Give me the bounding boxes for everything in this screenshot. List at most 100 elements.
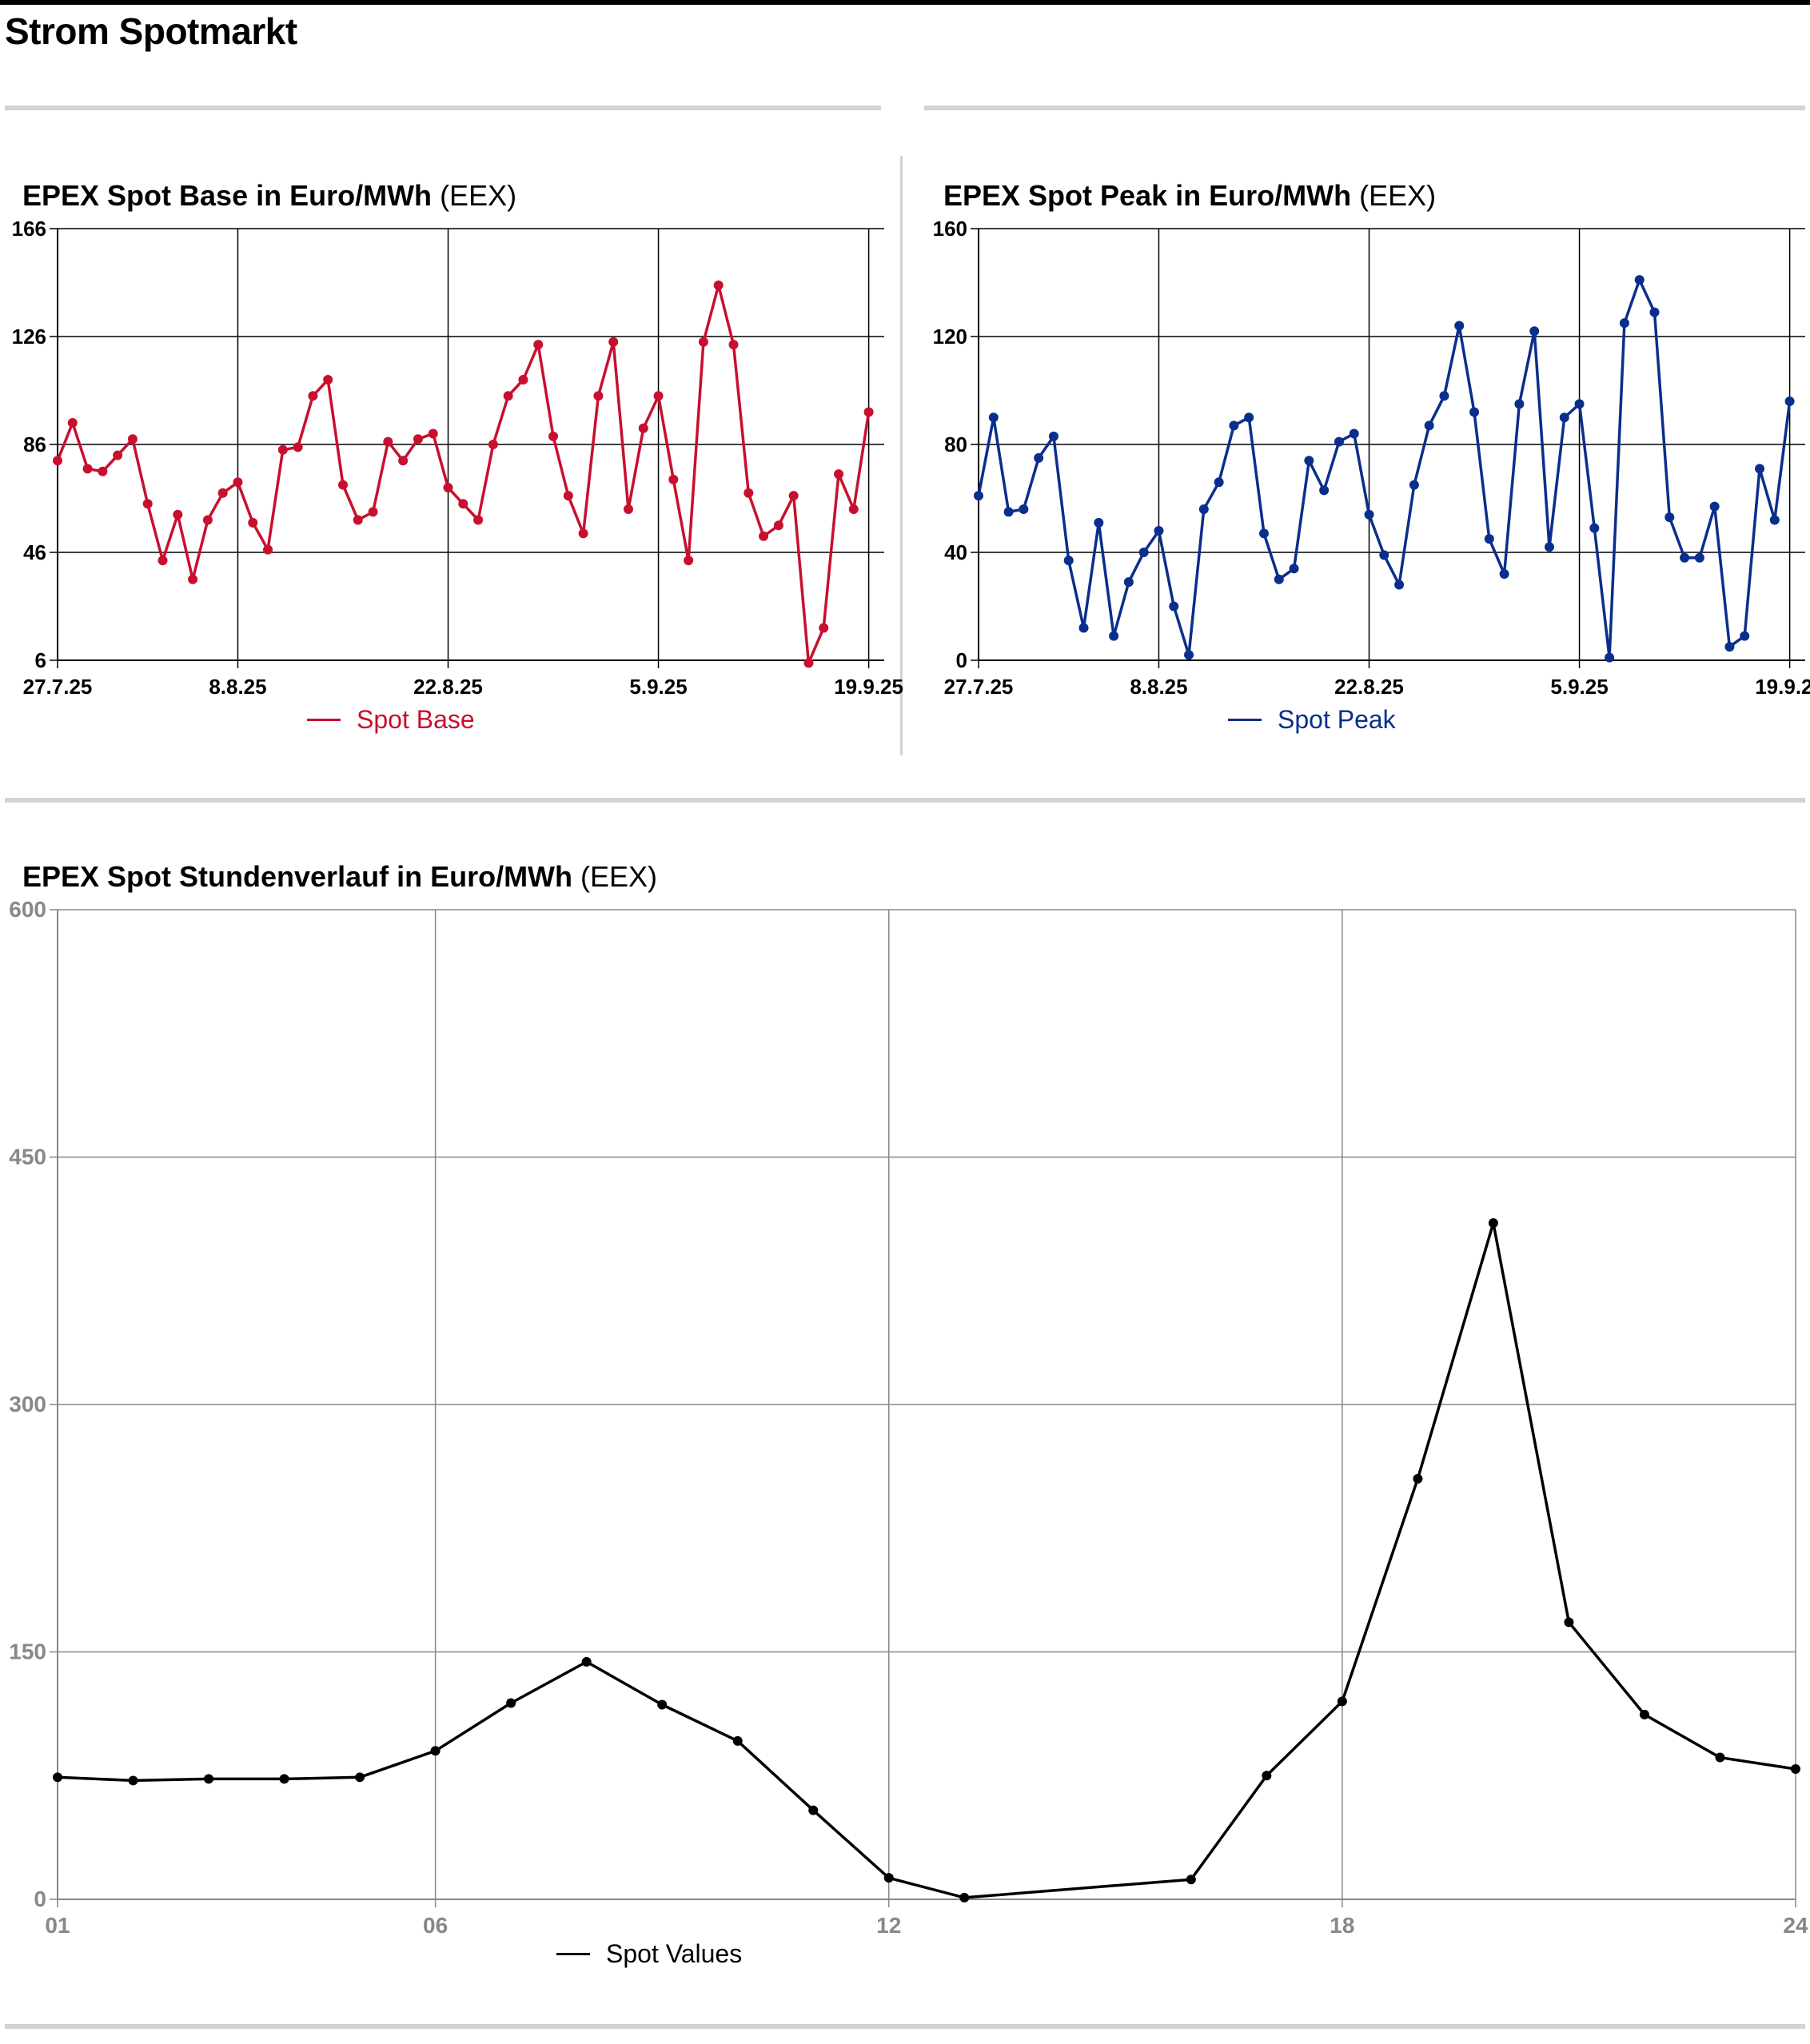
x-tick-label: 22.8.25 <box>413 675 483 699</box>
x-tick-label: 19.9.25 <box>834 675 903 699</box>
data-point <box>1724 642 1735 652</box>
data-point <box>277 444 288 455</box>
data-point <box>1529 326 1540 337</box>
data-point <box>1394 580 1405 590</box>
data-point <box>808 1805 819 1815</box>
data-point <box>1784 396 1795 406</box>
data-point <box>233 477 243 488</box>
data-point <box>1791 1763 1800 1774</box>
data-point <box>1364 509 1374 520</box>
data-point <box>1349 428 1359 439</box>
data-point <box>1589 523 1600 533</box>
base-chart-title-text: EPEX Spot Base in Euro/MWh <box>22 179 433 212</box>
data-point <box>1499 569 1509 579</box>
data-point <box>657 1699 668 1710</box>
data-point <box>1439 391 1449 401</box>
data-point <box>82 464 93 474</box>
data-point <box>1184 650 1194 660</box>
x-tick-label: 5.9.25 <box>629 675 687 699</box>
data-point <box>204 1774 214 1784</box>
base-legend-label: Spot Base <box>357 705 475 734</box>
base-chart: 6 46 86 126 166 27.7.25 8.8.25 22.8.25 5.9.25 19.… <box>12 217 903 699</box>
data-point <box>1574 399 1585 409</box>
peak-chart-title: EPEX Spot Peak in Euro/MWh (EEX) <box>943 179 1436 213</box>
peak-chart-title-text: EPEX Spot Peak in Euro/MWh <box>943 179 1352 212</box>
data-point <box>202 515 213 525</box>
y-tick-label: 126 <box>12 325 46 349</box>
data-point <box>959 1892 970 1903</box>
data-point <box>1755 464 1765 474</box>
y-tick-label: 6 <box>35 648 46 672</box>
data-point <box>173 509 183 520</box>
data-point <box>732 1735 743 1746</box>
data-point <box>1319 485 1330 496</box>
data-point <box>1649 307 1660 317</box>
data-point <box>1559 412 1569 423</box>
data-point <box>1605 652 1615 663</box>
x-tick-label: 01 <box>45 1913 70 1938</box>
data-point <box>1664 512 1675 523</box>
data-point <box>1109 631 1119 641</box>
y-tick-label: 450 <box>9 1145 46 1169</box>
data-point <box>744 488 754 498</box>
base-legend-swatch <box>307 719 341 721</box>
data-point <box>1169 601 1179 612</box>
data-point <box>337 480 348 490</box>
data-point <box>293 442 303 452</box>
x-tick-label: 27.7.25 <box>944 675 1014 699</box>
data-point <box>443 483 453 492</box>
data-point <box>1424 420 1434 431</box>
data-point <box>398 456 409 466</box>
page-title: Strom Spotmarkt <box>5 10 297 52</box>
data-point <box>368 507 378 517</box>
data-point <box>53 1772 62 1783</box>
data-point <box>1469 407 1480 417</box>
data-point <box>1488 1218 1498 1229</box>
data-point <box>488 440 498 449</box>
peak-legend-swatch <box>1228 719 1262 721</box>
data-point <box>67 418 78 428</box>
data-point <box>113 450 123 460</box>
separator-vertical <box>900 156 903 755</box>
hourly-legend-swatch <box>556 1953 590 1955</box>
data-point <box>428 428 438 439</box>
series-line <box>57 1221 1796 1899</box>
data-point <box>1198 504 1209 514</box>
data-point <box>473 515 484 525</box>
data-point <box>1454 321 1465 331</box>
y-tick-label: 46 <box>23 540 46 564</box>
data-point <box>819 623 829 633</box>
peak-legend: Spot Peak <box>1228 705 1396 735</box>
data-point <box>1304 456 1314 466</box>
y-tick-label: 40 <box>944 540 967 564</box>
data-point <box>1094 517 1104 528</box>
data-point <box>1019 504 1029 514</box>
data-point <box>1409 480 1419 490</box>
hourly-legend-label: Spot Values <box>606 1939 743 1968</box>
data-point <box>1715 1752 1725 1763</box>
data-point <box>458 499 468 509</box>
data-point <box>308 391 318 401</box>
y-tick-label: 160 <box>933 217 967 241</box>
data-point <box>1564 1617 1574 1628</box>
data-point <box>713 280 724 290</box>
data-point <box>353 515 363 525</box>
data-point <box>593 391 604 401</box>
data-point <box>1379 550 1389 560</box>
separator-top-right <box>924 106 1805 110</box>
data-point <box>653 391 664 401</box>
data-point <box>698 337 708 347</box>
data-point <box>128 1775 138 1786</box>
x-tick-label: 24 <box>1783 1913 1808 1938</box>
y-tick-label: 300 <box>9 1392 46 1416</box>
data-point <box>1123 577 1134 588</box>
data-point <box>863 407 874 417</box>
data-point <box>623 504 633 514</box>
data-point <box>1289 564 1299 574</box>
data-point <box>728 340 739 350</box>
data-point <box>1138 548 1149 557</box>
data-point <box>98 466 108 476</box>
x-tick-label: 8.8.25 <box>1130 675 1187 699</box>
data-point <box>1078 623 1089 633</box>
data-point <box>127 434 138 444</box>
